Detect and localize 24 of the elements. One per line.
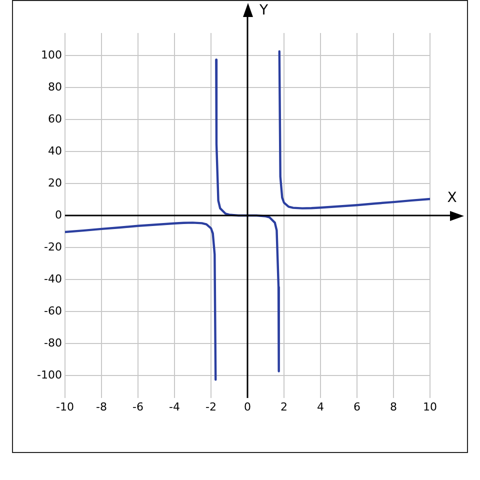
y-tick-label: 60 [48, 112, 62, 126]
x-tick-label: 4 [317, 400, 324, 414]
x-tick-label: -10 [56, 400, 74, 414]
y-axis-title: Y [258, 2, 268, 19]
x-tick-label: -2 [206, 400, 216, 414]
y-tick-label: -60 [44, 304, 62, 318]
x-tick-label: 8 [390, 400, 397, 414]
y-tick-label: -100 [37, 368, 62, 382]
y-tick-label: -20 [44, 240, 62, 254]
y-tick-label: 100 [41, 48, 62, 62]
y-tick-label: 80 [48, 80, 62, 94]
x-tick-label: 2 [280, 400, 288, 414]
y-tick-label: 40 [48, 144, 62, 158]
x-tick-label: 10 [423, 400, 437, 414]
y-tick-label: 20 [48, 176, 62, 190]
x-tick-label: -4 [169, 400, 180, 414]
x-axis-title: X [447, 190, 458, 206]
y-tick-label: 0 [55, 208, 62, 222]
x-tick-label: 6 [354, 400, 360, 414]
x-tick-label: 0 [244, 400, 251, 414]
y-tick-label: -40 [44, 272, 62, 286]
y-tick-label: -80 [44, 336, 62, 350]
x-tick-label: -8 [96, 400, 107, 414]
x-tick-label: -6 [132, 400, 144, 414]
